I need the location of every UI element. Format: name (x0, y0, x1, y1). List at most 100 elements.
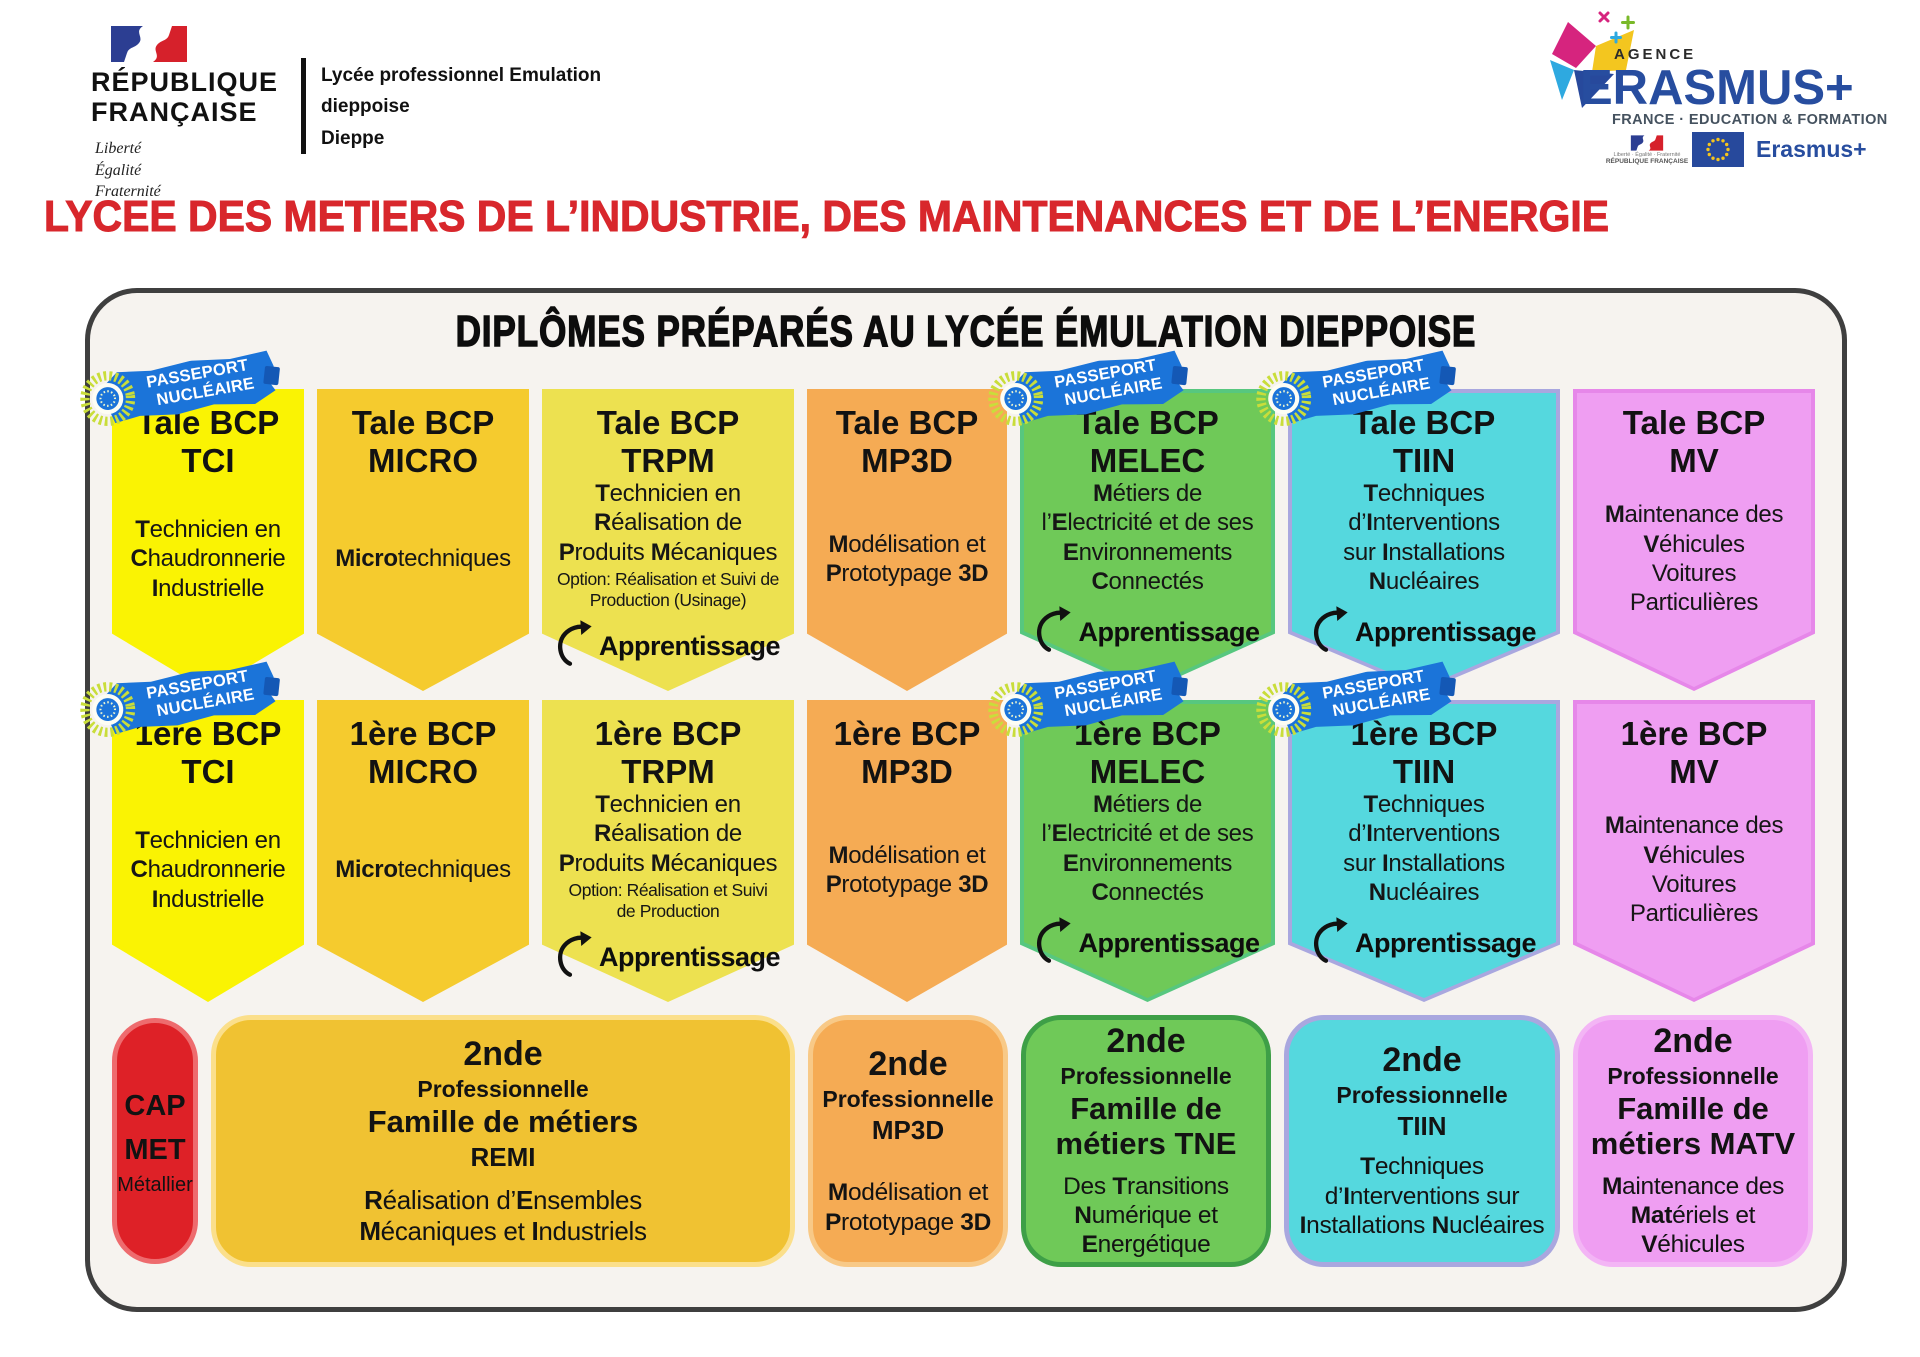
erasmus-brand: ERASMUS+ (1580, 61, 1854, 115)
pennant-fill (1292, 704, 1556, 998)
banner-description: Modélisation et Prototypage 3D (825, 841, 989, 898)
pennant-fill (1024, 393, 1271, 687)
banner-heading: Tale BCP MP3D (811, 389, 1003, 479)
stamp-brush-smear (1171, 365, 1189, 386)
apprentissage-row: Apprentissage (546, 610, 790, 667)
passeport-nucleaire-stamp: PASSEPORT NUCLÉAIRE (80, 346, 281, 429)
banner-middle: Technicien en Réalisation de Produits Méca… (546, 479, 790, 667)
banner-middle: Techniques d’Interventions sur Installatio… (1292, 790, 1556, 964)
box-description: Réalisation d’Ensembles Mécaniques et Ind… (359, 1184, 647, 1246)
pennant-fill (1292, 393, 1556, 687)
banner-level: Tale BCP (596, 404, 740, 441)
pennant-fill (116, 393, 300, 687)
curved-arrow-icon (1037, 917, 1072, 964)
banner-premiere-mv: 1ère BCP MV Maintenance des Véhicules Voit… (1573, 700, 1815, 1002)
sunburst-icon (80, 371, 136, 427)
banner-code: MELEC (1089, 752, 1206, 790)
banner-tale-tiin: PASSEPORT NUCLÉAIRE Tale BCP TIIN Techni… (1256, 389, 1560, 691)
rf-mini-motto: Liberté · Égalité · Fraternité (1613, 152, 1681, 158)
banner-description: Métiers de l’Electricité et de ses Environ… (1041, 791, 1254, 907)
gov-logo-block: RÉPUBLIQUE FRANÇAISE Lycée professionnel… (85, 16, 685, 200)
banner-content: 1ère BCP TIIN Techniques d’Interventions s… (1292, 700, 1556, 964)
banner-heading: Tale BCP TIIN (1292, 389, 1556, 479)
stamp-brush-smear (1439, 365, 1457, 386)
banner-tale-micro: Tale BCP MICRO Microtechniques (317, 389, 529, 691)
banner-description: Microtechniques (335, 856, 511, 884)
box-grade: 2nde (1382, 1041, 1462, 1080)
banner-description: Techniques d’Interventions sur Installatio… (1343, 480, 1505, 596)
box-subtitle: Professionnelle (1607, 1063, 1779, 1090)
erasmus-logo-block: AGENCE ERASMUS+ FRANCE · EDUCATION & FOR… (1540, 8, 1912, 167)
box-code: MP3D (871, 1115, 945, 1146)
apprentissage-label: Apprentissage (598, 631, 781, 662)
banner-premiere-tci: PASSEPORT NUCLÉAIRE 1ère BCP TCI Technic… (80, 700, 304, 1002)
banner-code: MELEC (1089, 441, 1206, 479)
banner-premiere-trpm: 1ère BCP TRPM Technicien en Réalisation d… (542, 700, 794, 1002)
banner-heading: 1ère BCP MICRO (321, 700, 525, 790)
apprentissage-label: Apprentissage (598, 942, 781, 973)
pill-line2: MET (124, 1133, 186, 1166)
banner-tale-mv: Tale BCP MV Maintenance des Véhicules Voit… (1573, 389, 1815, 691)
banner-level: Tale BCP (1622, 404, 1766, 441)
curved-arrow-icon (557, 931, 592, 978)
stamp-brush-smear (1171, 676, 1189, 697)
banner-code: MICRO (368, 752, 478, 790)
pennant-fill (1577, 704, 1811, 998)
banner-content: Tale BCP MICRO Microtechniques (321, 389, 525, 643)
banner-description: Technicien en Chaudronnerie Industrielle (130, 516, 286, 602)
banner-code: TIIN (1392, 752, 1456, 790)
banner-middle: Microtechniques (321, 790, 525, 953)
erasmus-subtitle: FRANCE · EDUCATION & FORMATION (1612, 112, 1888, 128)
french-flag-icon (111, 26, 187, 62)
rf-mini-flag-icon (1630, 135, 1664, 151)
banner-tale-mp3d: Tale BCP MP3D Modélisation et Prototypage… (807, 389, 1007, 691)
box-tiin-2nde: 2nde Professionnelle TIIN Techniques d’In… (1284, 1015, 1560, 1267)
banner-code: TCI (181, 441, 235, 479)
banner-heading: 1ère BCP TIIN (1292, 700, 1556, 790)
box-matv: 2nde Professionnelle Famille de métiers M… (1573, 1015, 1813, 1267)
banner-code: TRPM (621, 752, 715, 790)
banner-description: Modélisation et Prototypage 3D (825, 530, 989, 587)
banner-description: Technicien en Réalisation de Produits Méca… (558, 480, 778, 566)
motto-egalite: Égalité (95, 161, 142, 179)
pennant-fill (321, 704, 525, 998)
banner-heading: Tale BCP MV (1577, 389, 1811, 479)
passeport-nucleaire-stamp: PASSEPORT NUCLÉAIRE (988, 346, 1189, 429)
banner-content: Tale BCP TCI Technicien en Chaudronnerie I… (116, 389, 300, 643)
erasmus-star-icon (1550, 11, 1635, 108)
banner-premiere-tiin: PASSEPORT NUCLÉAIRE 1ère BCP TIIN Techni… (1256, 700, 1560, 1002)
banner-middle: Modélisation et Prototypage 3D (811, 479, 1003, 642)
banner-heading: Tale BCP MELEC (1024, 389, 1271, 479)
banner-code: TRPM (621, 441, 715, 479)
banner-middle: Métiers de l’Electricité et de ses Environ… (1024, 790, 1271, 964)
pennant-fill (1577, 393, 1811, 687)
banner-heading: 1ère BCP TRPM (546, 700, 790, 790)
passeport-nucleaire-stamp: PASSEPORT NUCLÉAIRE (1256, 657, 1457, 740)
pill-subtitle: Métallier (117, 1174, 193, 1196)
box-grade: 2nde (463, 1034, 543, 1073)
stamp-brush-smear (1439, 676, 1457, 697)
banner-description: Métiers de l’Electricité et de ses Environ… (1041, 480, 1254, 596)
sunburst-icon (1256, 682, 1312, 738)
banner-heading: 1ère BCP MP3D (811, 700, 1003, 790)
apprentissage-label: Apprentissage (1354, 617, 1537, 648)
banner-tale-melec: PASSEPORT NUCLÉAIRE Tale BCP MELEC Métie… (988, 389, 1275, 691)
box-description: Techniques d’Interventions sur Installatio… (1299, 1153, 1545, 1240)
rf-mini-name: RÉPUBLIQUE FRANÇAISE (1605, 158, 1689, 165)
curved-arrow-icon (557, 620, 592, 667)
curved-arrow-icon (1037, 606, 1072, 653)
pennant-fill (116, 704, 300, 998)
curved-arrow-icon (1313, 606, 1348, 653)
banner-description: Technicien en Réalisation de Produits Méca… (558, 791, 778, 877)
apprentissage-row: Apprentissage (1292, 596, 1556, 653)
erasmus-footer-brand: Erasmus+ (1756, 136, 1867, 162)
passeport-nucleaire-stamp: PASSEPORT NUCLÉAIRE (80, 657, 281, 740)
motto-liberte: Liberté (95, 140, 142, 157)
box-subtitle: Professionnelle (822, 1086, 994, 1113)
box-subtitle: Professionnelle (1336, 1082, 1508, 1109)
apprentissage-label: Apprentissage (1078, 928, 1260, 959)
erasmus-agency-label: AGENCE (1614, 46, 1697, 63)
box-code: REMI (470, 1141, 536, 1172)
banner-code: MP3D (861, 752, 953, 790)
banner-middle: Microtechniques (321, 479, 525, 642)
